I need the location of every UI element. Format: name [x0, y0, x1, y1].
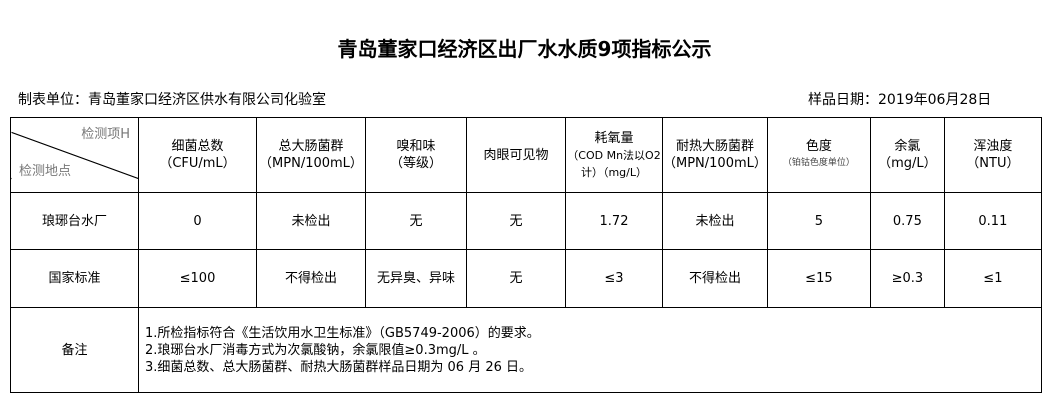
page-title: 青岛董家口经济区出厂水水质9项指标公示 [337, 37, 712, 61]
note-line: 3.细菌总数、总大肠菌群、耐热大肠菌群样品日期为 06 月 26 日。 [145, 359, 533, 375]
note-line: 2.琅琊台水厂消毒方式为次氯酸钠，余氯限值≥0.3mg/L 。 [145, 342, 486, 358]
cell: 无 [365, 192, 467, 250]
row-label: 琅琊台水厂 [10, 192, 139, 250]
col-header: 总大肠菌群 （MPN/100mL） [256, 117, 366, 193]
col-header: 浑浊度 （NTU） [943, 117, 1042, 193]
cell: 不得检出 [662, 249, 768, 308]
cell: ≤15 [766, 249, 871, 308]
cell: 无异臭、异味 [365, 249, 467, 308]
cell: 0.11 [943, 192, 1042, 250]
col-header: 耐热大肠菌群 （MPN/100mL） [662, 117, 768, 193]
notes-label: 备注 [10, 307, 139, 393]
cell: 5 [766, 192, 871, 250]
sample-date: 样品日期：2019年06月28日 [808, 92, 992, 108]
water-quality-table: 检测项H 检测地点 细菌总数 （CFU/mL） 总大肠菌群 （MPN/100mL） 嗅… [10, 117, 1042, 393]
note-line: 1.所检指标符合《生活饮用水卫生标准》（GB5749-2006）的要求。 [145, 325, 540, 341]
cell: ≤100 [138, 249, 257, 308]
table-row: 国家标准 ≤100 不得检出 无异臭、异味 无 ≤3 不得检出 ≤15 ≥0.3… [10, 249, 1042, 308]
cell: ≤1 [943, 249, 1042, 308]
cell: 1.72 [565, 192, 663, 250]
notes-content: 1.所检指标符合《生活饮用水卫生标准》（GB5749-2006）的要求。 2.琅… [138, 307, 1042, 393]
cell: 0 [138, 192, 257, 250]
cell: 不得检出 [256, 249, 366, 308]
cell: 未检出 [662, 192, 768, 250]
col-header: 细菌总数 （CFU/mL） [138, 117, 257, 193]
header-row: 检测项H 检测地点 细菌总数 （CFU/mL） 总大肠菌群 （MPN/100mL） 嗅… [10, 117, 1042, 193]
cell: ≥0.3 [869, 249, 945, 308]
cell: 0.75 [869, 192, 945, 250]
row-label: 国家标准 [10, 249, 139, 308]
corner-items-label: 检测项H [81, 127, 130, 142]
notes-row: 备注 1.所检指标符合《生活饮用水卫生标准》（GB5749-2006）的要求。 … [10, 307, 1042, 393]
col-header: 耗氧量 （COD Mn法以O2计）（mg/L） [565, 117, 663, 193]
table-row: 琅琊台水厂 0 未检出 无 无 1.72 未检出 5 0.75 0.11 [10, 192, 1042, 250]
cell: 未检出 [256, 192, 366, 250]
col-header: 嗅和味 （等级） [365, 117, 467, 193]
col-header: 色度 （铂钴色度单位） [766, 117, 871, 193]
col-header: 余氯 （mg/L） [869, 117, 945, 193]
cell: 无 [466, 249, 566, 308]
corner-cell: 检测项H 检测地点 [10, 117, 139, 193]
cell: ≤3 [565, 249, 663, 308]
corner-site-label: 检测地点 [19, 164, 72, 179]
cell: 无 [466, 192, 566, 250]
col-header: 肉眼可见物 [466, 117, 566, 193]
issuing-unit: 制表单位：青岛董家口经济区供水有限公司化验室 [18, 92, 326, 108]
